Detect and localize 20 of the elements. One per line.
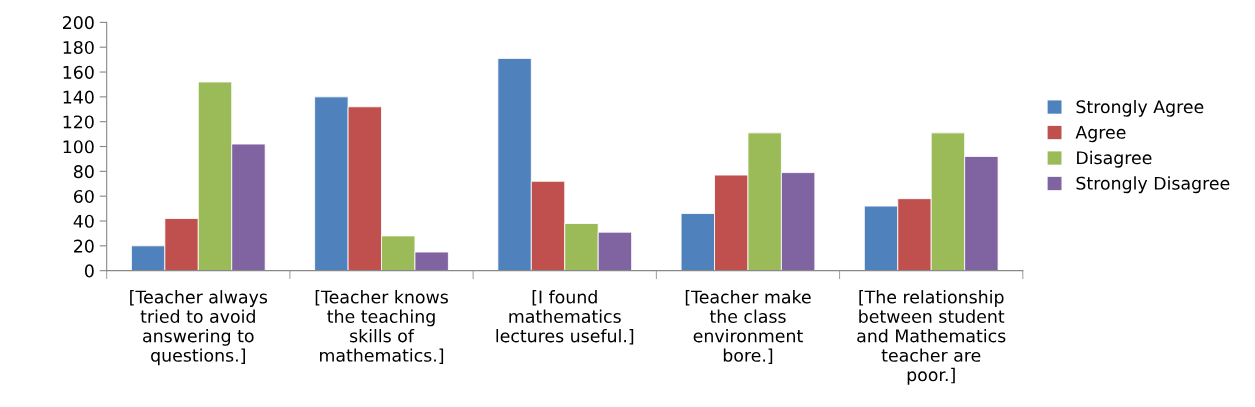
y-tick-label: 0 [84, 264, 94, 278]
legend-label: Strongly Disagree [1076, 176, 1230, 194]
y-tick-label: 20 [74, 239, 94, 253]
y-tick-label: 60 [73, 189, 94, 204]
y-tick-label: 80 [73, 165, 94, 179]
y-tick-label: 180 [63, 40, 94, 55]
x-tick-label: [I found mathematics lectures useful.] [496, 290, 634, 345]
legend-label: Agree [1075, 125, 1126, 143]
x-tick-label: [Teacher always tried to avoid answering to questions.] [130, 290, 268, 366]
y-tick-label: 120 [63, 115, 94, 129]
y-tick-label: 100 [63, 140, 94, 154]
y-tick-label: 40 [73, 214, 94, 228]
y-tick-label: 200 [63, 16, 94, 30]
x-tick-label: [Teacher make the class environment bore.] [685, 290, 811, 364]
y-tick-label: 140 [63, 90, 94, 104]
legend-label: Strongly Agree [1076, 99, 1204, 117]
y-tick-label: 160 [63, 65, 94, 79]
legend-label: Disagree [1077, 150, 1152, 168]
x-tick-label: [The relationship between student and Mathematics teacher are poor.] [857, 290, 1006, 385]
x-tick-label: [Teacher knows the teaching skills of mathematics.] [315, 290, 448, 364]
